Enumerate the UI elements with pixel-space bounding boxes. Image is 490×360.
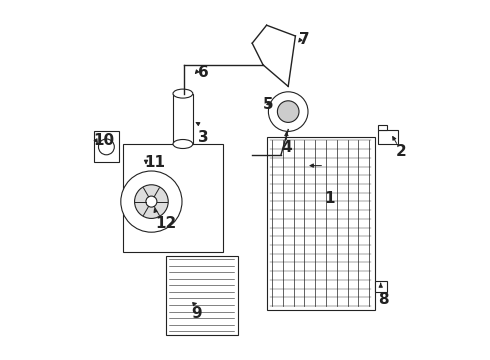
- Circle shape: [135, 185, 168, 219]
- Circle shape: [269, 92, 308, 131]
- Circle shape: [146, 196, 157, 207]
- Bar: [122, 144, 223, 252]
- Bar: [374, 281, 387, 292]
- Text: 12: 12: [155, 216, 176, 231]
- Bar: [267, 137, 374, 310]
- Bar: [166, 256, 238, 335]
- Text: 1: 1: [324, 191, 335, 206]
- Text: 11: 11: [144, 155, 165, 170]
- Text: 9: 9: [191, 306, 201, 321]
- Ellipse shape: [173, 89, 193, 98]
- Bar: [378, 130, 398, 144]
- Text: 7: 7: [299, 32, 310, 48]
- Text: 4: 4: [281, 140, 292, 156]
- Text: 10: 10: [94, 133, 115, 148]
- Circle shape: [277, 101, 299, 122]
- Text: 8: 8: [378, 292, 389, 307]
- Text: 5: 5: [263, 97, 273, 112]
- Text: 2: 2: [396, 144, 407, 159]
- Text: 6: 6: [198, 65, 209, 80]
- Text: 3: 3: [198, 130, 209, 145]
- Ellipse shape: [173, 140, 193, 149]
- Circle shape: [98, 139, 114, 155]
- Bar: [378, 125, 387, 130]
- Circle shape: [121, 171, 182, 232]
- Bar: [173, 94, 193, 144]
- Bar: [94, 131, 119, 162]
